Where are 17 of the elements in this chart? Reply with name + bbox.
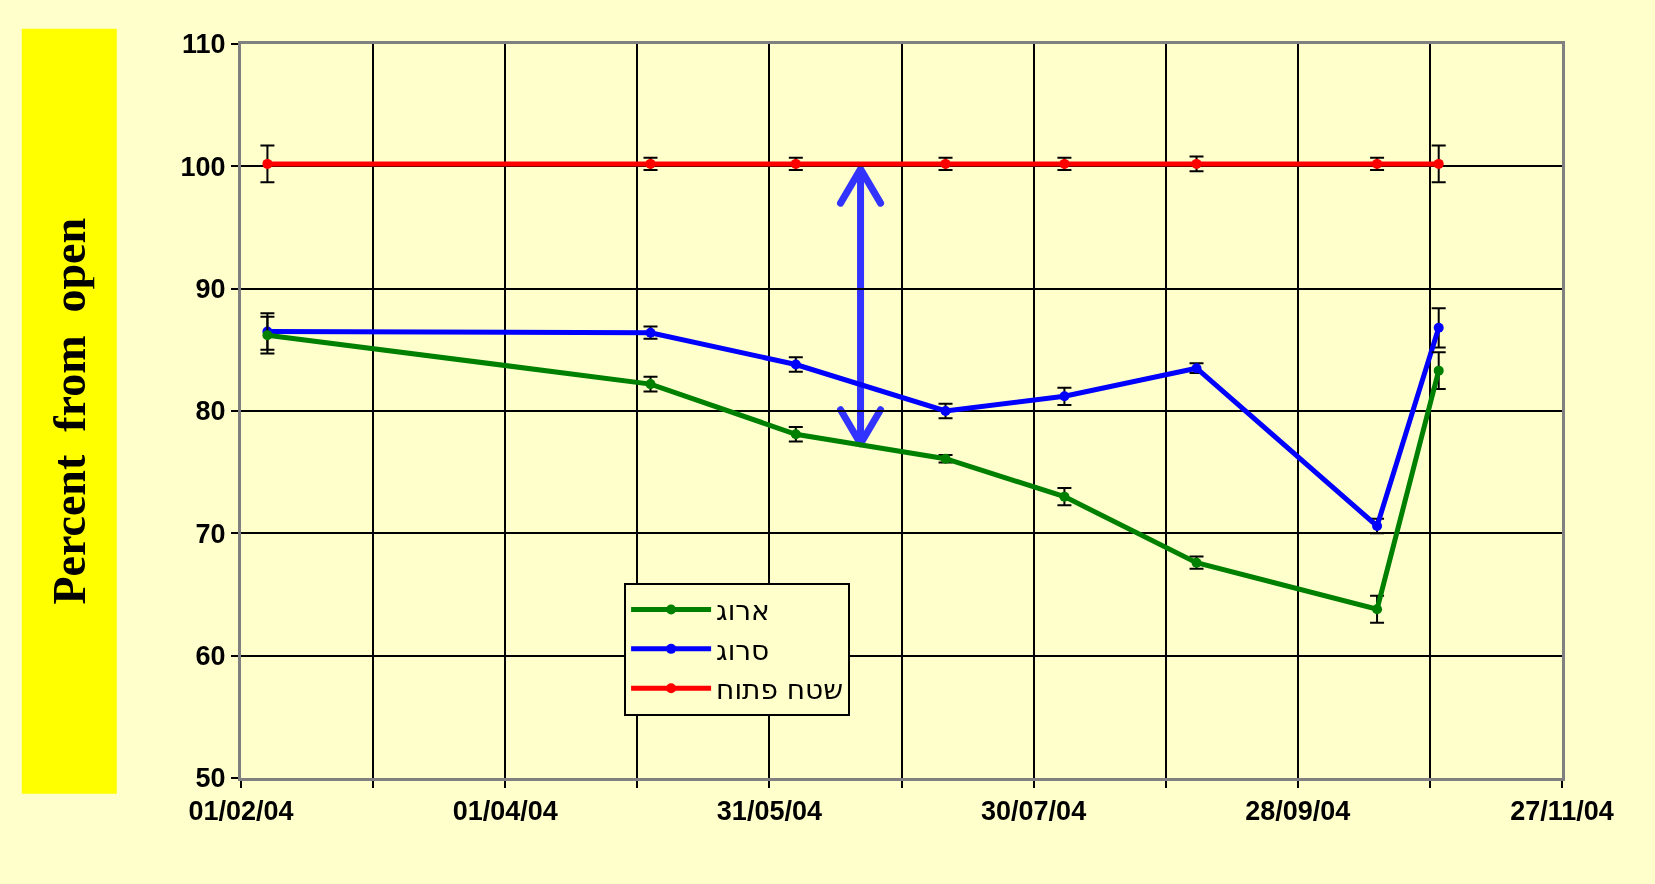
x-tick-label: 27/11/04 bbox=[1510, 796, 1614, 827]
y-tick-label: 100 bbox=[180, 151, 226, 182]
legend-label: שטח פתוח bbox=[716, 673, 844, 707]
x-tick-label: 01/02/04 bbox=[188, 796, 294, 827]
legend-label: סרוג bbox=[716, 633, 770, 667]
y-tick-label: 70 bbox=[195, 518, 226, 549]
x-tick-label: 31/05/04 bbox=[716, 796, 822, 827]
y-tick-label: 90 bbox=[195, 274, 226, 305]
x-tick-label: 28/09/04 bbox=[1245, 796, 1351, 827]
x-tick-label: 30/07/04 bbox=[981, 796, 1087, 827]
y-tick-label: 110 bbox=[182, 29, 226, 60]
y-tick-label: 80 bbox=[195, 396, 226, 427]
y-tick-label: 50 bbox=[195, 763, 226, 794]
y-axis-title: Percent from open bbox=[43, 217, 95, 605]
y-tick-label: 60 bbox=[195, 641, 226, 672]
legend-label: ארוג bbox=[716, 594, 770, 628]
x-tick-label: 01/04/04 bbox=[452, 796, 558, 827]
